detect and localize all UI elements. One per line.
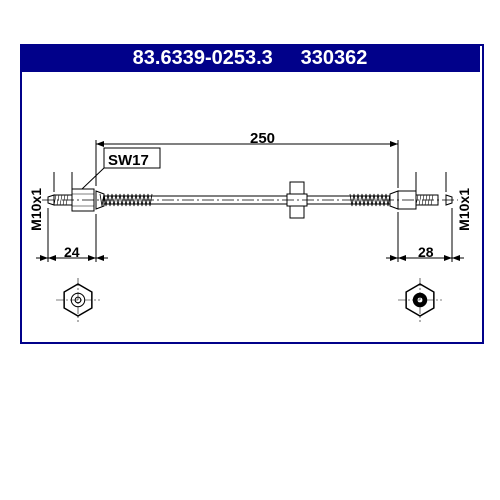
wrench-size: SW17 (108, 152, 149, 169)
length-left-fitting: 24 (64, 244, 80, 260)
length-total: 250 (250, 130, 275, 147)
thread-spec-right: M10x1 (456, 188, 472, 231)
thread-spec-left: M10x1 (28, 188, 44, 231)
length-right-fitting: 28 (418, 244, 434, 260)
